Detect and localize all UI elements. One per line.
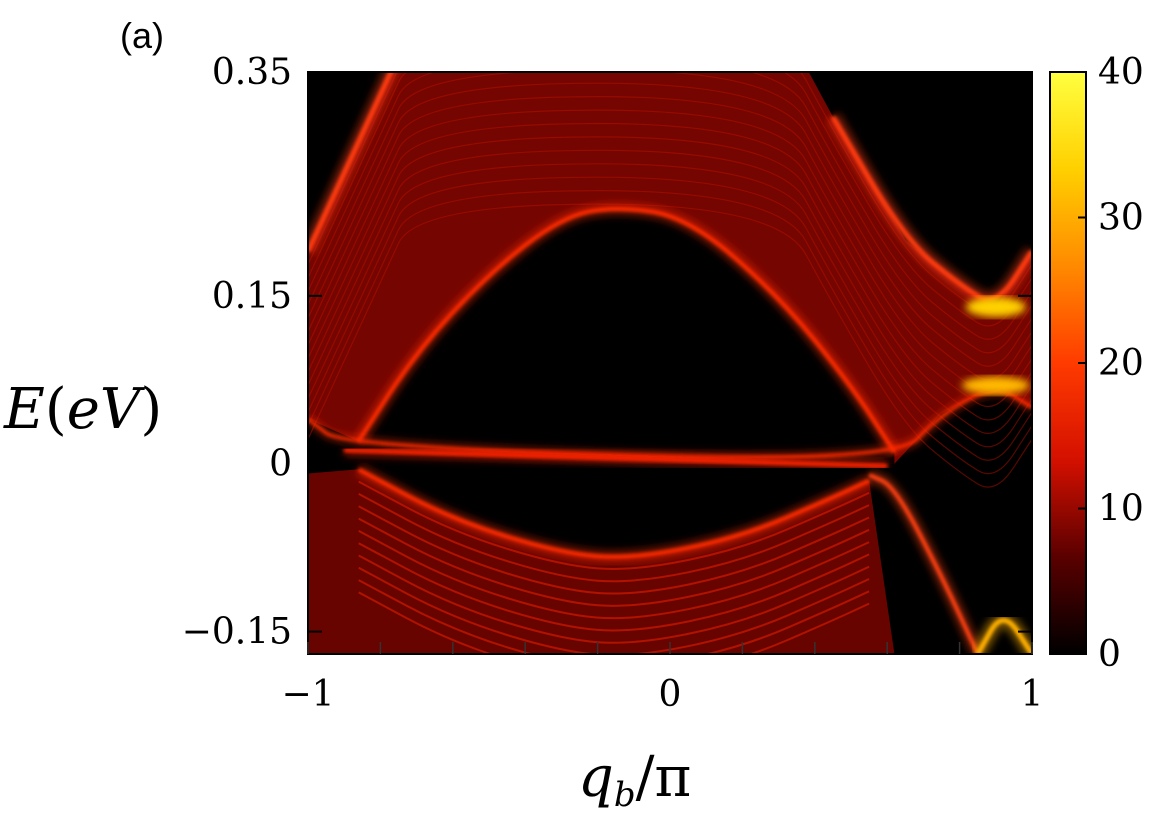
upper-band-inner-edge: [357, 207, 897, 454]
colorbar-tick-label: 10: [1098, 489, 1144, 530]
y-axis-label: E(eV): [3, 377, 162, 442]
y-tick-label: 0.35: [212, 52, 292, 93]
y-tick-label: −0.15: [182, 612, 292, 653]
colorbar-tick-label: 30: [1098, 198, 1144, 239]
upper-subband: [308, 72, 1032, 354]
colorbar-tick-label: 20: [1098, 343, 1144, 384]
x-axis-label: qb/π: [578, 745, 691, 815]
lower-band-right-edge: [868, 473, 980, 654]
lower-subband: [358, 542, 870, 632]
x-tick-label: 1: [1021, 674, 1044, 715]
surface-state: [344, 448, 888, 468]
lower-subband: [358, 530, 870, 620]
lower-subband: [358, 505, 870, 595]
upper-subband: [308, 72, 1032, 327]
colorbar: 40 30 20 10 0: [1049, 52, 1144, 675]
upper-band-lower-edge: [308, 390, 1032, 459]
upper-subband: [308, 176, 1032, 461]
lower-subband: [358, 579, 870, 654]
upper-subband: [308, 163, 1032, 448]
upper-band-left-edge: [308, 72, 394, 253]
panel-label: (a): [120, 15, 164, 56]
upper-subband: [308, 95, 1032, 381]
upper-band-right-edge: [830, 115, 1032, 302]
y-tick-label: 0: [269, 444, 292, 485]
upper-subband: [308, 203, 1032, 488]
lower-band-top-edge: [357, 467, 870, 559]
upper-subband: [308, 149, 1032, 434]
x-axis: −1 0 1: [281, 674, 1043, 715]
upper-subband: [308, 109, 1032, 394]
y-axis: 0.35 0.15 0 −0.15: [182, 52, 292, 653]
y-tick-label: 0.15: [212, 276, 292, 317]
colorbar-tick-label: 0: [1098, 634, 1121, 675]
heatmap: [307, 71, 1033, 655]
upper-subband: [308, 72, 1032, 314]
lower-subband: [358, 517, 870, 607]
upper-subband: [308, 189, 1032, 475]
plot-tick-marks: [307, 71, 1033, 654]
lower-subband: [358, 566, 870, 654]
colorbar-ticks: 40 30 20 10 0: [1078, 52, 1144, 675]
band-structure: [308, 72, 1032, 654]
lower-subband: [358, 554, 870, 644]
upper-subband: [308, 136, 1032, 421]
upper-gap-minimum: [965, 297, 1026, 318]
lower-gap-cone: [975, 617, 1032, 654]
x-tick-label: 0: [659, 674, 682, 715]
lower-gap-maximum: [961, 376, 1030, 395]
x-tick-label: −1: [281, 674, 334, 715]
lower-subband: [358, 480, 870, 570]
lower-subband: [358, 591, 870, 654]
colorbar-tick-label: 40: [1098, 52, 1144, 93]
upper-subband: [308, 72, 1032, 340]
upper-subband: [308, 82, 1032, 367]
colorbar-gradient: [1049, 71, 1087, 655]
upper-subband: [308, 122, 1032, 408]
lower-subband: [358, 493, 870, 583]
